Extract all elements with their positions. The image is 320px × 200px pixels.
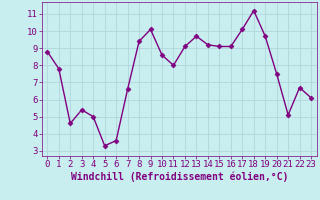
X-axis label: Windchill (Refroidissement éolien,°C): Windchill (Refroidissement éolien,°C): [70, 172, 288, 182]
